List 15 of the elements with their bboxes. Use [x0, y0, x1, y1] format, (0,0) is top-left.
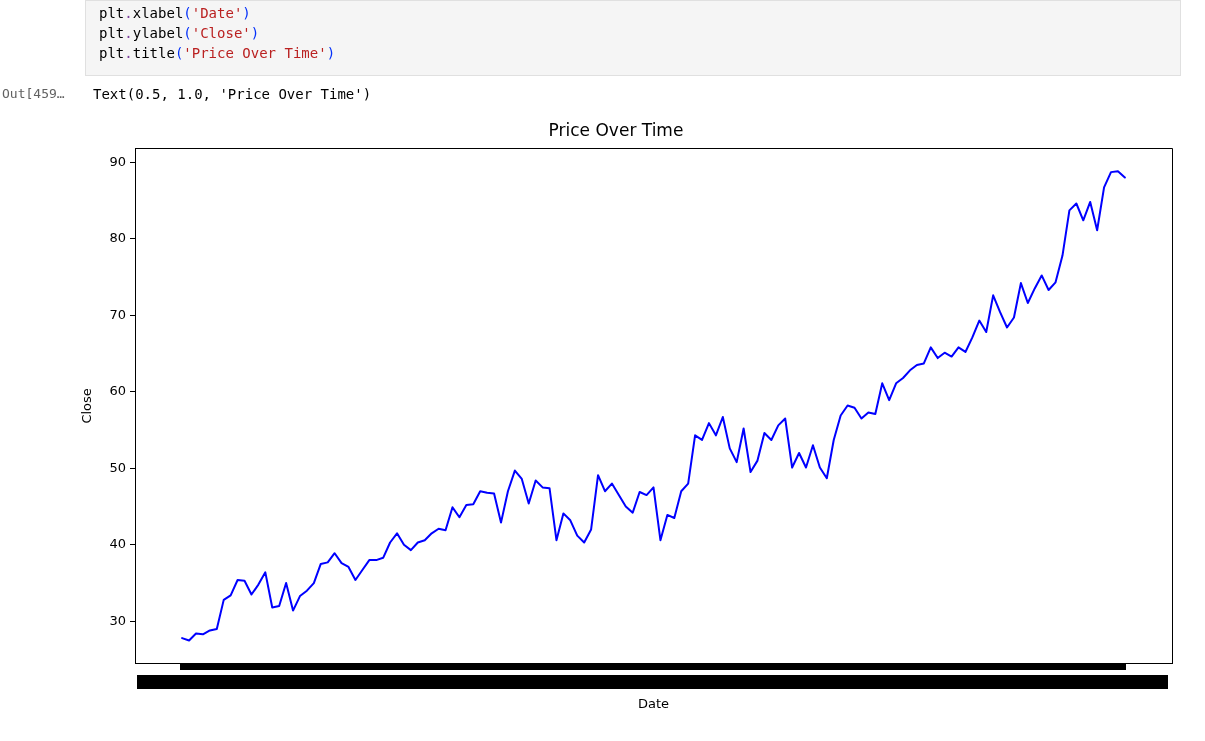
text: Out[459…	[2, 86, 65, 102]
text: plt.xlabel('Date')	[99, 5, 251, 21]
text: plt.ylabel('Close')	[99, 25, 260, 41]
text: plt.title('Price Over Time')	[99, 45, 336, 61]
y-tick-label: 60	[109, 383, 126, 399]
y-tick-label: 70	[109, 306, 126, 322]
y-tick-label: 30	[109, 612, 126, 628]
y-axis-title: Close	[79, 388, 95, 424]
y-tick-label: 80	[109, 230, 126, 246]
chart-title: Price Over Time	[548, 119, 684, 140]
x-axis-title: Date	[637, 695, 670, 711]
y-tick-label: 90	[109, 153, 126, 169]
text: Text(0.5, 1.0, 'Price Over Time')	[93, 85, 372, 103]
y-tick-label: 40	[109, 536, 126, 552]
y-tick-label: 50	[109, 459, 126, 475]
